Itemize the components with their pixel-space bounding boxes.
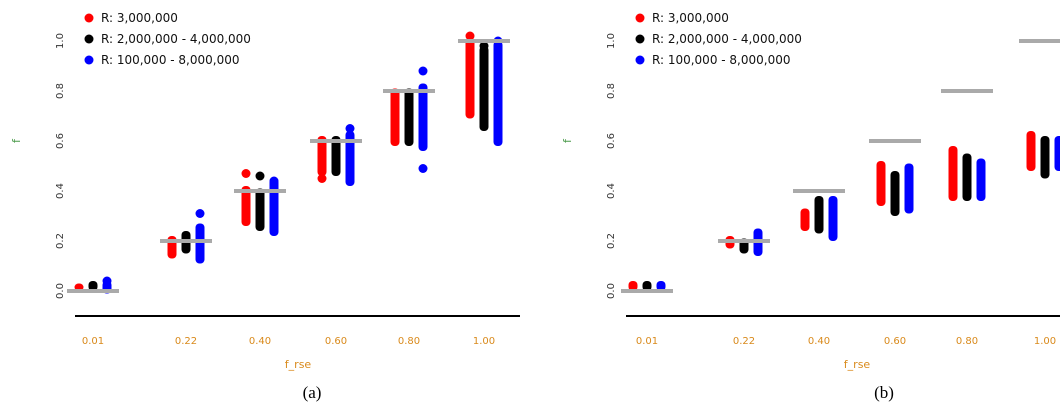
data-column (976, 158, 986, 201)
outlier-point (418, 66, 428, 76)
x-tick-label: 0.01 (636, 336, 658, 347)
x-tick-label: 0.60 (884, 336, 906, 347)
data-column (1054, 136, 1060, 171)
panel-a: 0.0 0.2 0.4 0.6 0.8 1.0 f 0.01 0.22 0.40 0.60 0.80 1… (10, 11, 520, 402)
x-axis-label: f_rse (285, 358, 312, 371)
outlier-point (479, 41, 489, 51)
x-tick-label: 0.40 (249, 336, 271, 347)
data-column (828, 196, 838, 241)
x-tick-label: 0.40 (808, 336, 830, 347)
data-column (255, 188, 265, 231)
legend-entry: R: 3,000,000 (652, 11, 729, 25)
data-column (479, 46, 489, 131)
y-tick-label: 0.0 (606, 283, 617, 299)
legend-marker (84, 13, 94, 23)
x-axis-label: f_rse (844, 358, 871, 371)
reference-bar (941, 89, 993, 93)
y-axis-label: f (10, 138, 23, 143)
x-tick-label: 0.01 (82, 336, 104, 347)
data-column (404, 88, 414, 146)
data-column (269, 178, 279, 236)
data-column (241, 186, 251, 226)
legend-marker (635, 34, 645, 44)
legend-entry: R: 2,000,000 - 4,000,000 (101, 32, 251, 46)
outlier-point (195, 209, 205, 218)
legend: R: 3,000,000 R: 2,000,000 - 4,000,000 R: 1… (635, 11, 802, 67)
data-column (800, 208, 810, 231)
reference-bar (310, 139, 362, 143)
y-tick-label: 1.0 (606, 33, 617, 49)
data-column (418, 83, 428, 151)
data-column (656, 281, 666, 291)
data-column (948, 146, 958, 201)
x-tick-label: 0.80 (956, 336, 978, 347)
legend-entry: R: 2,000,000 - 4,000,000 (652, 32, 802, 46)
data-column (876, 161, 886, 206)
y-tick-label: 0.2 (606, 233, 617, 249)
data-column (1026, 131, 1036, 171)
x-tick-label: 0.80 (398, 336, 420, 347)
y-tick-label: 0.4 (55, 183, 66, 199)
reference-bar (621, 289, 673, 293)
outlier-point (418, 164, 428, 173)
data-column (88, 281, 98, 291)
y-tick-label: 1.0 (55, 33, 66, 49)
outlier-point (102, 276, 112, 286)
data-column (814, 196, 824, 234)
data-column (904, 163, 914, 214)
reference-bar (1019, 39, 1060, 43)
x-tick-label: 1.00 (473, 336, 495, 347)
panel-caption: (a) (303, 383, 322, 402)
outlier-point (317, 174, 327, 183)
reference-bar (383, 89, 435, 93)
panel-b: 0.0 0.2 0.4 0.6 0.8 1.0 f 0.01 0.22 0.40 0.60 0.80 1… (561, 11, 1060, 402)
data-column (317, 136, 327, 176)
data-column (642, 281, 652, 291)
legend-marker (635, 55, 645, 65)
y-tick-label: 0.6 (606, 133, 617, 149)
reference-bar (793, 189, 845, 193)
data-column (493, 41, 503, 146)
legend: R: 3,000,000 R: 2,000,000 - 4,000,000 R: 1… (84, 11, 251, 67)
reference-bar (67, 289, 119, 293)
legend-marker (84, 55, 94, 65)
reference-bar (869, 139, 921, 143)
reference-bar (458, 39, 510, 43)
outlier-point (269, 176, 279, 186)
outlier-point (345, 124, 355, 133)
outlier-point (390, 96, 400, 106)
panel-caption: (b) (874, 383, 894, 402)
y-tick-label: 0.0 (55, 283, 66, 299)
y-tick-label: 0.6 (55, 133, 66, 149)
reference-bar (160, 239, 212, 243)
outlier-point (241, 169, 251, 178)
legend-entry: R: 100,000 - 8,000,000 (652, 53, 790, 67)
x-tick-label: 0.22 (733, 336, 755, 347)
y-tick-label: 0.8 (606, 83, 617, 99)
reference-bar (234, 189, 286, 193)
outlier-point (465, 31, 475, 41)
reference-bar (718, 239, 770, 243)
legend-entry: R: 3,000,000 (101, 11, 178, 25)
legend-marker (635, 13, 645, 23)
data-column (1040, 136, 1050, 179)
legend-entry: R: 100,000 - 8,000,000 (101, 53, 239, 67)
y-tick-label: 0.2 (55, 233, 66, 249)
data-column (628, 281, 638, 291)
x-tick-label: 1.00 (1034, 336, 1056, 347)
data-column (345, 131, 355, 186)
legend-marker (84, 34, 94, 44)
x-tick-label: 0.60 (325, 336, 347, 347)
y-tick-label: 0.4 (606, 183, 617, 199)
data-column (195, 223, 205, 264)
data-column (890, 171, 900, 216)
data-column (962, 153, 972, 201)
data-column (331, 136, 341, 176)
outlier-point (255, 171, 265, 181)
y-axis-label: f (561, 138, 574, 143)
data-column (465, 38, 475, 119)
x-tick-label: 0.22 (175, 336, 197, 347)
y-tick-label: 0.8 (55, 83, 66, 99)
